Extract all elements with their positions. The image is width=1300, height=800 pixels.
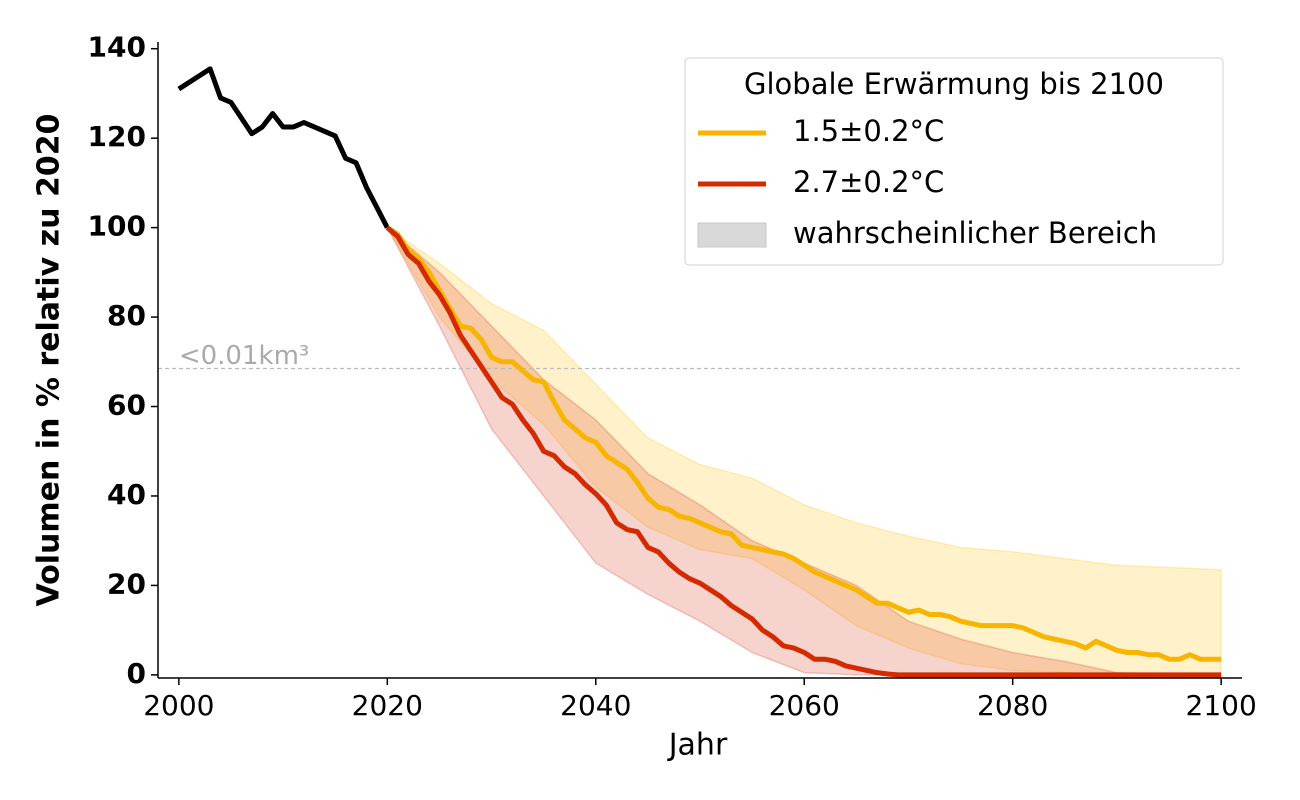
likely-range-band bbox=[386, 226, 1222, 676]
y-tick-label: 0 bbox=[127, 657, 146, 690]
legend-swatch bbox=[697, 222, 767, 248]
legend-label: 1.5±0.2°C bbox=[793, 114, 944, 148]
series-line bbox=[385, 225, 1222, 662]
legend-label: wahrscheinlicher Bereich bbox=[793, 216, 1157, 250]
y-tick-label: 140 bbox=[88, 31, 146, 64]
y-tick-label: 100 bbox=[88, 210, 146, 243]
y-axis-label: Volumen in % relativ zu 2020 bbox=[32, 114, 67, 607]
likely-range-band bbox=[386, 227, 1222, 676]
y-tick-label: 120 bbox=[88, 120, 146, 153]
legend-label: 2.7±0.2°C bbox=[793, 165, 944, 199]
history-line bbox=[177, 66, 390, 229]
x-tick-label: 2020 bbox=[352, 689, 423, 722]
x-tick-label: 2040 bbox=[560, 689, 631, 722]
legend-box bbox=[684, 57, 1224, 266]
reference-label: <0.01km³ bbox=[179, 341, 309, 371]
x-tick-label: 2100 bbox=[1186, 689, 1257, 722]
y-tick-label: 60 bbox=[107, 389, 146, 422]
legend-title: Globale Erwärmung bis 2100 bbox=[744, 67, 1164, 101]
series-line bbox=[385, 225, 1222, 678]
x-tick-label: 2060 bbox=[769, 689, 840, 722]
y-tick-label: 20 bbox=[107, 567, 146, 600]
x-tick-label: 2080 bbox=[977, 689, 1048, 722]
x-tick-label: 2000 bbox=[143, 689, 214, 722]
y-tick-label: 80 bbox=[107, 299, 146, 332]
x-axis-label: Jahr bbox=[667, 728, 728, 763]
y-tick-label: 40 bbox=[107, 478, 146, 511]
